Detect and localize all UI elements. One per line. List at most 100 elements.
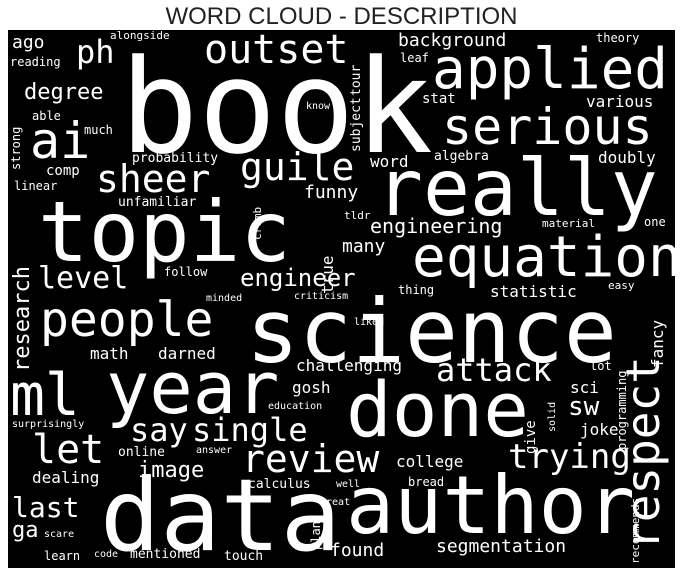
word: tour — [349, 64, 364, 96]
word: challenging — [296, 356, 402, 375]
word: let — [32, 427, 105, 473]
word: year — [106, 346, 280, 430]
word: recommends — [629, 497, 642, 564]
word: ai — [30, 112, 91, 170]
word: education — [268, 401, 323, 412]
word: touch — [224, 549, 264, 564]
word: science — [246, 280, 617, 383]
word: funny — [304, 182, 359, 203]
word: surprisingly — [12, 419, 85, 430]
word: engineer — [240, 264, 356, 292]
word: background — [398, 30, 507, 51]
word: calculus — [248, 477, 311, 492]
word: material — [542, 217, 595, 230]
word: criticism — [294, 291, 349, 302]
word: research — [10, 266, 35, 372]
word: online — [118, 445, 165, 460]
word-cloud: book data science topic author really do… — [8, 30, 675, 568]
word: mentioned — [130, 547, 201, 562]
word: great — [320, 497, 351, 508]
word: fancy — [648, 319, 667, 368]
word: minded — [206, 293, 243, 304]
word: follow — [164, 265, 208, 279]
word: thing — [398, 283, 435, 297]
word: ph — [76, 33, 115, 71]
word: trying — [508, 437, 631, 477]
word: probability — [132, 151, 219, 166]
word: done — [346, 365, 530, 454]
word: answer — [196, 445, 233, 456]
word: sw — [568, 392, 600, 422]
word: bread — [408, 475, 445, 489]
word: linear — [14, 179, 58, 193]
word: attack — [436, 351, 552, 389]
word: level — [38, 261, 129, 296]
word: book — [120, 31, 434, 183]
word: image — [138, 458, 205, 483]
word: ago — [12, 32, 45, 53]
word: ga — [12, 518, 39, 543]
word: college — [396, 452, 464, 471]
word: math — [90, 344, 129, 363]
word: give — [523, 420, 539, 454]
word: found — [330, 540, 385, 561]
word: well — [336, 479, 361, 490]
word: easy — [608, 279, 635, 292]
word: serious — [442, 98, 653, 156]
word: outset — [204, 30, 349, 73]
word: word — [370, 152, 409, 171]
word: applied — [432, 37, 669, 102]
word: engineering — [370, 214, 503, 238]
word: joke — [580, 420, 619, 439]
word: doubly — [598, 148, 656, 167]
word: segmentation — [436, 536, 567, 557]
word: leaf — [400, 51, 429, 65]
word: alongside — [110, 30, 170, 42]
word: sci — [570, 378, 599, 397]
word: scare — [44, 529, 75, 540]
word: true — [318, 255, 337, 294]
word: tldr — [344, 209, 371, 222]
word: plan — [309, 521, 323, 550]
word: unfamiliar — [118, 195, 197, 210]
word: really — [376, 144, 658, 234]
word: author — [346, 459, 635, 552]
word: code — [94, 549, 119, 560]
word: dealing — [32, 468, 100, 487]
word: darned — [158, 344, 216, 363]
word: stat — [422, 91, 456, 107]
word: theory — [596, 31, 640, 45]
chart-title: WORD CLOUD - DESCRIPTION — [165, 3, 518, 30]
word: crumb — [251, 206, 264, 240]
word: reading — [10, 55, 61, 69]
word: say — [130, 411, 188, 449]
word: know — [306, 101, 331, 112]
word: last — [12, 491, 80, 524]
word: solid — [547, 401, 558, 432]
word: learn — [44, 549, 81, 563]
word: statistic — [490, 282, 577, 301]
word: degree — [24, 80, 104, 105]
word: much — [84, 123, 113, 137]
word: various — [586, 92, 654, 111]
word: algebra — [434, 149, 489, 164]
word: gosh — [292, 378, 331, 397]
word: subject — [349, 97, 364, 152]
word: able — [32, 109, 61, 123]
word: lot — [590, 359, 612, 373]
word: programming — [615, 370, 629, 450]
word: review — [242, 437, 380, 481]
word: strong — [9, 126, 23, 170]
word: liked — [354, 317, 385, 328]
word: topic — [38, 183, 291, 281]
word: sheer — [96, 157, 211, 201]
word: comp — [46, 163, 80, 179]
word: ml — [10, 361, 80, 429]
word: single — [192, 411, 308, 449]
word: guile — [240, 145, 355, 189]
word: people — [40, 292, 214, 348]
word: data — [100, 457, 341, 568]
word: one — [644, 215, 666, 229]
word: equation — [412, 225, 675, 290]
